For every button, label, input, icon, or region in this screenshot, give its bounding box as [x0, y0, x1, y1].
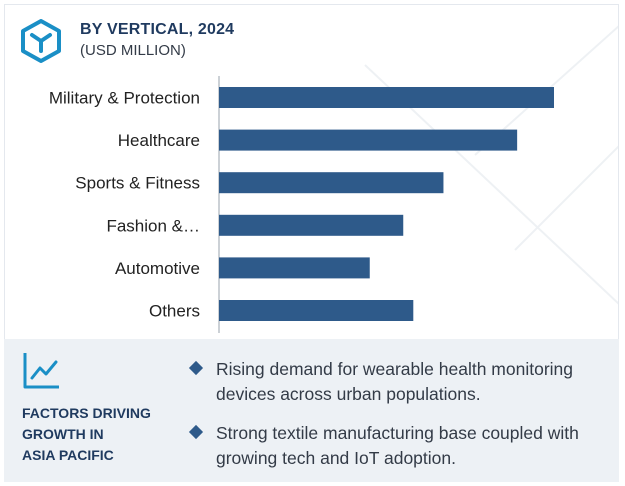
category-label: Military & Protection: [49, 89, 200, 108]
trend-line-icon: [23, 353, 59, 389]
category-label: Others: [149, 302, 200, 321]
bar-chart: Military & Protection Healthcare Sports & …: [49, 76, 554, 333]
factor-text-1: Rising demand for wearable health monito…: [216, 359, 574, 404]
bar: [219, 172, 444, 194]
factors-title: FACTORS DRIVING GROWTH IN ASIA PACIFIC: [22, 405, 151, 463]
bar: [219, 214, 404, 236]
hexagon-logo-icon: [21, 19, 61, 63]
category-label: Sports & Fitness: [75, 174, 200, 193]
diamond-bullet-icon: [188, 424, 204, 440]
category-label: Automotive: [115, 259, 200, 278]
diamond-bullet-icon: [188, 360, 204, 376]
bar: [219, 257, 370, 279]
chart-subtitle: (USD MILLION): [80, 42, 186, 59]
chart-title: BY VERTICAL, 2024: [80, 21, 235, 38]
factor-text-2: Strong textile manufacturing base couple…: [216, 423, 579, 468]
bar: [219, 87, 554, 108]
category-label: Fashion &…: [106, 216, 200, 235]
bar: [219, 129, 518, 151]
bar: [219, 300, 414, 321]
category-label: Healthcare: [118, 131, 200, 150]
factors-panel: FACTORS DRIVING GROWTH IN ASIA PACIFIC R…: [4, 339, 619, 482]
